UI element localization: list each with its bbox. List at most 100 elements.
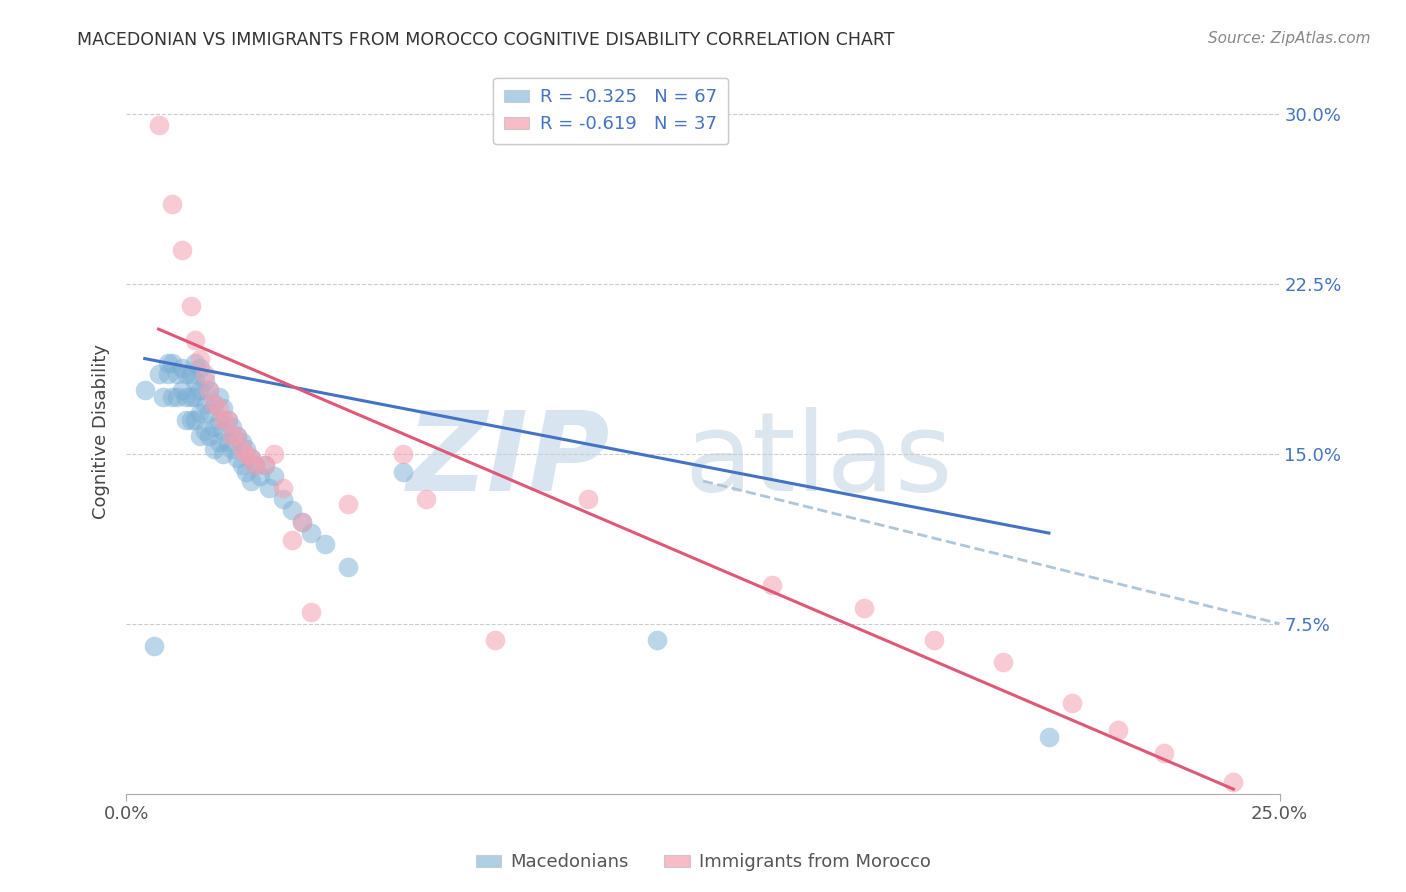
Point <box>263 447 285 461</box>
Text: MACEDONIAN VS IMMIGRANTS FROM MOROCCO COGNITIVE DISABILITY CORRELATION CHART: MACEDONIAN VS IMMIGRANTS FROM MOROCCO CO… <box>77 31 894 49</box>
Point <box>231 442 253 457</box>
Point <box>207 390 229 404</box>
Point <box>212 413 235 427</box>
Point <box>392 465 415 479</box>
Point <box>212 401 235 416</box>
Point <box>415 492 437 507</box>
Point <box>184 390 207 404</box>
Point <box>188 360 211 375</box>
Point <box>156 368 179 382</box>
Point <box>484 632 506 647</box>
Point <box>207 413 229 427</box>
Point <box>162 356 184 370</box>
Point <box>253 458 276 472</box>
Point <box>212 424 235 438</box>
Point <box>188 406 211 420</box>
Point <box>221 428 243 442</box>
Point <box>1222 775 1244 789</box>
Point <box>336 560 359 574</box>
Point <box>221 419 243 434</box>
Point <box>184 413 207 427</box>
Point <box>202 397 225 411</box>
Point <box>235 447 257 461</box>
Point <box>576 492 599 507</box>
Point <box>202 442 225 457</box>
Point <box>853 600 876 615</box>
Point <box>180 390 202 404</box>
Text: ZIP: ZIP <box>408 407 610 514</box>
Point <box>174 368 197 382</box>
Point <box>226 451 249 466</box>
Point <box>207 401 229 416</box>
Point <box>1107 723 1129 738</box>
Point <box>235 465 257 479</box>
Point <box>239 451 262 466</box>
Point <box>235 442 257 457</box>
Point <box>198 428 221 442</box>
Point <box>188 428 211 442</box>
Point <box>231 435 253 450</box>
Point <box>253 458 276 472</box>
Point <box>217 413 239 427</box>
Point <box>198 406 221 420</box>
Point <box>1153 746 1175 760</box>
Point <box>148 368 170 382</box>
Point <box>217 413 239 427</box>
Point <box>922 632 945 647</box>
Point <box>314 537 336 551</box>
Point <box>239 451 262 466</box>
Point <box>184 374 207 388</box>
Point <box>194 368 217 382</box>
Point <box>392 447 415 461</box>
Point <box>645 632 668 647</box>
Point <box>263 469 285 483</box>
Point <box>166 390 188 404</box>
Point <box>761 578 783 592</box>
Point <box>162 197 184 211</box>
Point <box>194 374 217 388</box>
Point <box>281 533 304 547</box>
Point <box>245 458 267 472</box>
Point <box>271 481 294 495</box>
Point <box>194 424 217 438</box>
Point <box>143 640 166 654</box>
Point <box>221 442 243 457</box>
Point <box>249 469 271 483</box>
Point <box>336 497 359 511</box>
Legend: R = -0.325   N = 67, R = -0.619   N = 37: R = -0.325 N = 67, R = -0.619 N = 37 <box>494 78 728 145</box>
Point <box>170 384 193 398</box>
Point <box>299 606 322 620</box>
Point <box>226 428 249 442</box>
Point <box>170 243 193 257</box>
Point <box>1038 730 1060 744</box>
Point <box>239 474 262 488</box>
Point <box>156 356 179 370</box>
Legend: Macedonians, Immigrants from Morocco: Macedonians, Immigrants from Morocco <box>468 847 938 879</box>
Point <box>180 368 202 382</box>
Point <box>245 458 267 472</box>
Point <box>170 360 193 375</box>
Point <box>231 458 253 472</box>
Point <box>188 384 211 398</box>
Point <box>217 435 239 450</box>
Point <box>291 515 314 529</box>
Point <box>134 384 156 398</box>
Text: atlas: atlas <box>683 407 952 514</box>
Point <box>174 390 197 404</box>
Point <box>212 447 235 461</box>
Point <box>291 515 314 529</box>
Point <box>152 390 174 404</box>
Point <box>207 435 229 450</box>
Point <box>148 118 170 132</box>
Point <box>180 300 202 314</box>
Point <box>991 655 1014 669</box>
Point <box>174 413 197 427</box>
Point <box>198 384 221 398</box>
Point <box>166 368 188 382</box>
Y-axis label: Cognitive Disability: Cognitive Disability <box>93 343 110 518</box>
Point <box>202 397 225 411</box>
Point <box>226 428 249 442</box>
Point <box>1060 696 1083 710</box>
Point <box>198 384 221 398</box>
Point <box>184 334 207 348</box>
